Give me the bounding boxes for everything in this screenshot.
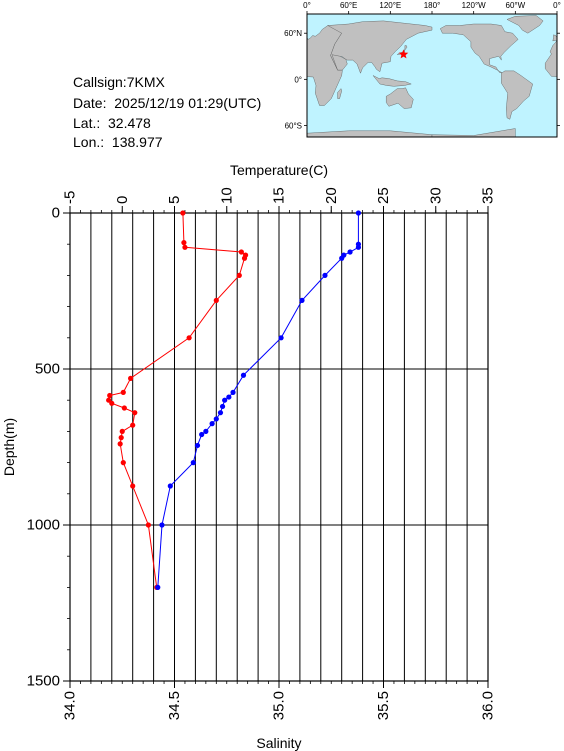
salinity-data-point <box>339 255 345 261</box>
temperature-tick-label: 30 <box>427 187 444 204</box>
salinity-data-point <box>322 272 328 278</box>
map-longitude-label: 60°W <box>506 1 526 10</box>
temperature-data-point <box>120 460 126 466</box>
temperature-data-point <box>118 435 124 441</box>
temperature-data-point <box>180 210 186 216</box>
salinity-tick-label: 34.0 <box>62 691 79 720</box>
temperature-axis-label: Temperature(C) <box>230 162 328 178</box>
location-map: 0° 60°E 120°E 180° 120°W 60°W 0° 60°N 0° 60°S <box>284 1 561 138</box>
salinity-data-point <box>219 403 226 410</box>
temperature-data-point <box>238 249 244 255</box>
temperature-tick-label: 10 <box>218 187 235 204</box>
salinity-data-point <box>194 442 201 449</box>
temperature-tick-label: 0 <box>114 196 131 204</box>
temperature-data-point <box>181 240 187 246</box>
longitude-text: Lon.: 138.977 <box>73 134 163 150</box>
salinity-data-point <box>278 335 284 341</box>
map-landmasses <box>307 15 557 137</box>
map-land-madagascar <box>337 88 342 99</box>
temperature-data-point <box>130 422 136 428</box>
temperature-data-point <box>130 483 136 489</box>
salinity-data-point <box>209 421 215 427</box>
salinity-data-point <box>299 297 305 303</box>
date-text: Date: 2025/12/19 01:29(UTC) <box>73 95 262 111</box>
salinity-tick-label: 35.0 <box>271 691 288 720</box>
map-land-north-america <box>440 23 519 74</box>
salinity-tick-label: 35.5 <box>375 691 392 720</box>
salinity-data-point <box>222 397 228 403</box>
map-land-indonesia <box>372 75 412 87</box>
map-latitude-label: 60°S <box>285 121 302 130</box>
map-land-greenland <box>506 15 544 34</box>
callsign-text: Callsign:7KMX <box>73 74 165 90</box>
salinity-data-point <box>159 522 165 528</box>
map-land-australia <box>386 87 414 109</box>
salinity-tick-label: 36.0 <box>480 691 497 720</box>
map-longitude-label: 60°E <box>340 1 357 10</box>
salinity-tick-label: 34.5 <box>166 691 183 720</box>
salinity-data-point <box>355 210 362 216</box>
temperature-data-point <box>119 428 125 434</box>
map-longitude-label: 120°E <box>379 1 401 10</box>
profile-series <box>106 210 362 591</box>
map-land-south-america <box>501 70 533 120</box>
map-land-uk-wrap <box>552 34 557 42</box>
temperature-tick-label: 5 <box>166 196 183 204</box>
temperature-data-point <box>109 400 115 406</box>
latitude-text: Lat.: 32.478 <box>73 115 151 131</box>
temperature-data-point <box>107 392 113 399</box>
temperature-tick-label: 15 <box>271 187 288 204</box>
depth-tick-label: 1000 <box>27 517 60 534</box>
map-longitude-label: 0° <box>553 1 561 10</box>
salinity-data-point <box>155 584 161 591</box>
chart-grid <box>70 212 488 682</box>
map-longitude-label: 180° <box>424 1 441 10</box>
map-land-europe-africa-wrap <box>545 39 557 77</box>
temperature-tick-label: 35 <box>480 187 497 204</box>
salinity-data-point <box>203 428 209 434</box>
map-tick-labels: 0° 60°E 120°E 180° 120°W 60°W 0° 60°N 0° 60°S <box>284 1 561 130</box>
temperature-data-point <box>120 389 126 395</box>
salinity-data-point <box>199 431 205 438</box>
map-latitude-label: 0° <box>294 75 302 84</box>
temperature-data-point <box>236 272 242 278</box>
salinity-data-point <box>240 372 247 378</box>
temperature-data-point <box>117 441 123 447</box>
salinity-data-point <box>347 249 353 255</box>
temperature-tick-label: 25 <box>375 187 392 204</box>
salinity-data-point <box>355 244 362 250</box>
map-latitude-label: 60°N <box>284 29 302 38</box>
salinity-axis-label: Salinity <box>256 735 301 751</box>
depth-tick-label: 0 <box>52 205 60 222</box>
temperature-data-point <box>186 335 192 341</box>
temperature-data-point <box>132 410 138 416</box>
temperature-data-point <box>145 522 151 528</box>
depth-axis-label: Depth(m) <box>1 418 17 476</box>
temperature-data-point <box>128 375 134 381</box>
temperature-data-point <box>213 297 219 303</box>
salinity-data-point <box>213 416 219 422</box>
depth-tick-label: 500 <box>35 361 60 378</box>
temperature-tick-label: -5 <box>62 191 79 204</box>
map-longitude-label: 0° <box>303 1 311 10</box>
temperature-data-point <box>182 244 188 250</box>
salinity-data-point <box>190 460 196 466</box>
temperature-data-point <box>121 405 127 411</box>
map-land-antarctica-w <box>431 128 516 137</box>
salinity-data-point <box>167 483 173 489</box>
salinity-data-point <box>226 394 232 400</box>
map-land-arabia <box>331 54 348 71</box>
salinity-data-point <box>217 410 224 416</box>
depth-tick-label: 1500 <box>27 673 60 690</box>
temperature-data-point <box>241 255 248 261</box>
map-longitude-label: 120°W <box>462 1 487 10</box>
location-star-icon <box>398 49 409 59</box>
salinity-data-point <box>230 389 236 395</box>
temperature-tick-label: 20 <box>323 187 340 204</box>
